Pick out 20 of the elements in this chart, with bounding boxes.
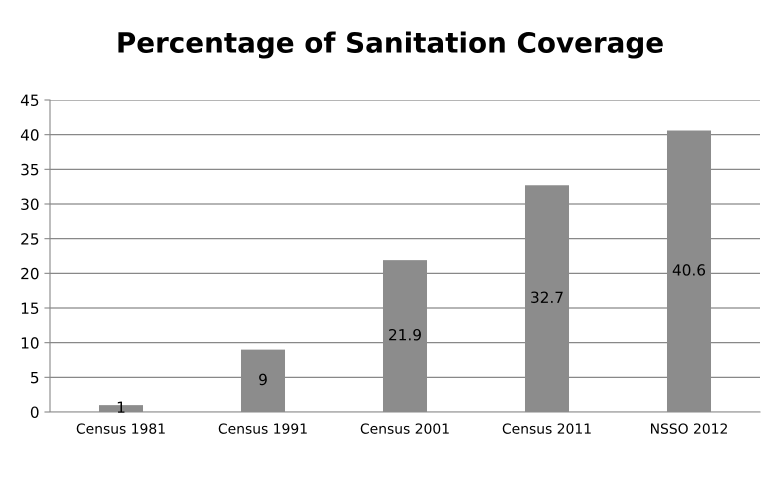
y-tick-label: 15	[22, 302, 38, 314]
y-tick-label: 45	[20, 94, 38, 106]
data-label: 32.7	[531, 292, 563, 304]
y-tick-label: 5	[31, 372, 38, 384]
y-tick-label: 0	[30, 406, 39, 418]
y-tick-label: 25	[21, 233, 38, 245]
y-tick-label: 35	[21, 164, 38, 176]
data-label: 21.9	[389, 328, 421, 341]
y-tick-label: 20	[21, 268, 39, 280]
x-tick-label: NSSO 2012	[651, 423, 727, 434]
x-tick-label: Census 2001	[360, 423, 449, 434]
x-tick-label: Census 1981	[76, 423, 165, 434]
x-tick-label: Census 1991	[218, 423, 307, 434]
y-tick-label: 30	[21, 198, 39, 210]
y-tick-label: 10	[22, 337, 39, 349]
y-tick-label: 40	[20, 129, 39, 141]
x-tick-label: Census 2011	[502, 423, 591, 434]
data-label: 40.6	[672, 264, 706, 276]
data-label: 9	[259, 374, 267, 386]
chart-title: Percentage of Sanitation Coverage	[118, 31, 663, 59]
